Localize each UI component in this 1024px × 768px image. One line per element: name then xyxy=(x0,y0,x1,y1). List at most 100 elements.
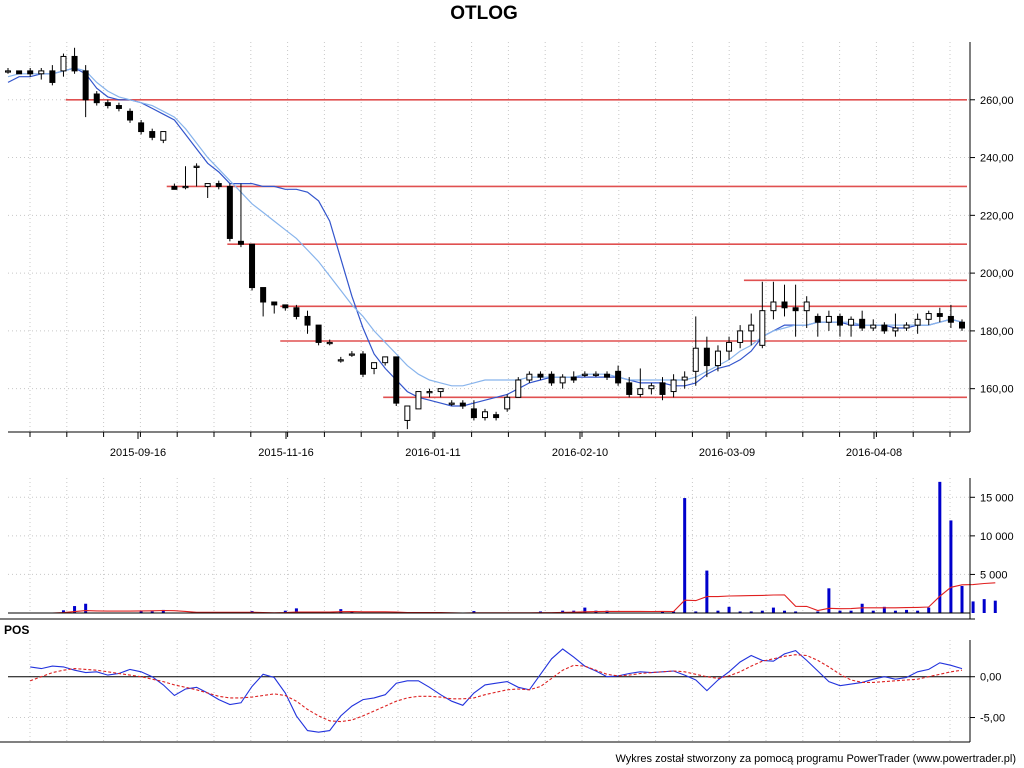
candle-body xyxy=(592,373,599,376)
volume-y-tick-labels: 5 000 10 000 15 000 xyxy=(980,492,1014,581)
volume-bar xyxy=(916,610,920,613)
volume-bar xyxy=(294,608,298,613)
candle-body xyxy=(637,388,644,395)
volume-bar xyxy=(960,586,964,613)
candle-body xyxy=(93,93,100,104)
volume-bar xyxy=(694,611,698,613)
y-tick-label: 180,00 xyxy=(980,326,1014,338)
volume-bar xyxy=(749,611,753,613)
candle-body xyxy=(382,356,389,364)
candle-body xyxy=(659,382,666,395)
candle-body xyxy=(759,310,766,346)
volume-bar xyxy=(938,481,942,613)
volume-bar xyxy=(816,611,820,613)
candle-body xyxy=(371,362,378,369)
volume-bar xyxy=(871,610,875,613)
candle-body xyxy=(393,356,400,404)
candle-body xyxy=(282,304,289,309)
volume-average-line xyxy=(8,582,996,614)
volume-average xyxy=(8,582,996,614)
volume-bar xyxy=(683,498,687,613)
candle-body xyxy=(271,301,278,306)
candle-body xyxy=(226,185,233,239)
pos-panel: POS -5,00 0,00 xyxy=(0,623,1005,743)
candle-body xyxy=(936,313,943,317)
y-tick-label: 10 000 xyxy=(980,531,1014,543)
candle-body xyxy=(16,70,23,75)
price-grid xyxy=(8,42,970,432)
volume-bar xyxy=(727,606,731,613)
candle-body xyxy=(537,373,544,378)
candle-body xyxy=(71,55,78,72)
candle-body xyxy=(115,105,122,109)
candle-body xyxy=(359,353,366,375)
candle-body xyxy=(482,411,488,419)
candle-body xyxy=(470,408,477,419)
volume-bar xyxy=(161,609,165,613)
candle-body xyxy=(337,359,344,362)
candle-body xyxy=(792,307,799,312)
candle-body xyxy=(947,315,954,323)
candle-body xyxy=(237,240,244,245)
candle-body xyxy=(49,70,56,83)
price-axis xyxy=(8,42,975,439)
candle-body xyxy=(304,315,311,326)
price-panel: 160,00 180,00 200,00 220,00 240,00 260,0… xyxy=(5,42,1014,459)
candle-body xyxy=(149,131,156,138)
volume-bar xyxy=(672,611,676,613)
volume-grid xyxy=(8,478,970,613)
y-tick-label: 5 000 xyxy=(980,569,1008,581)
candle-body xyxy=(903,324,910,329)
candle-body xyxy=(515,379,522,398)
volume-bar xyxy=(339,609,343,613)
pos-lines xyxy=(30,648,963,733)
y-tick-label: 200,00 xyxy=(980,268,1014,280)
price-y-tick-labels: 160,00 180,00 200,00 220,00 240,00 260,0… xyxy=(980,95,1014,396)
volume-bar xyxy=(283,610,287,613)
volume-bar xyxy=(716,610,720,613)
candle-body xyxy=(193,165,200,168)
candle-body xyxy=(670,379,677,393)
volume-bar xyxy=(150,611,154,613)
candle-body xyxy=(182,185,189,189)
moving-average-line xyxy=(7,67,963,407)
y-tick-label: 0,00 xyxy=(980,672,1001,684)
pos-line xyxy=(30,654,963,723)
candle-body xyxy=(526,373,533,381)
candle-body xyxy=(615,370,622,384)
x-tick-label: 2016-03-09 xyxy=(699,447,755,459)
candle-body xyxy=(82,70,89,101)
volume-bars xyxy=(61,481,997,613)
candle-body xyxy=(870,324,877,329)
candle-body xyxy=(892,327,899,332)
candle-body xyxy=(38,70,45,75)
y-tick-label: 160,00 xyxy=(980,384,1014,396)
volume-bar xyxy=(705,570,709,613)
volume-bar xyxy=(738,611,742,613)
candle-body xyxy=(127,110,134,121)
candle-body xyxy=(415,391,422,410)
candle-body xyxy=(959,321,965,329)
candle-body xyxy=(648,385,655,390)
candle-body xyxy=(848,318,855,326)
pos-axis xyxy=(0,640,975,743)
candle-body xyxy=(748,324,755,332)
y-tick-label: 260,00 xyxy=(980,95,1014,107)
candle-body xyxy=(737,330,744,343)
candle-body xyxy=(104,102,111,107)
volume-bar xyxy=(84,603,88,613)
footer-credit: Wykres został stworzony za pomocą progra… xyxy=(615,753,1016,765)
date-tick-labels: 2015-09-16 2015-11-16 2016-01-11 2016-02… xyxy=(110,447,902,459)
y-tick-label: -5,00 xyxy=(980,713,1005,725)
volume-bar xyxy=(760,610,764,613)
volume-axis xyxy=(0,478,975,620)
candle-body xyxy=(437,388,444,393)
candle-body xyxy=(703,347,710,367)
x-tick-label: 2015-09-16 xyxy=(110,447,166,459)
volume-bar xyxy=(905,609,909,613)
candle-body xyxy=(604,373,611,378)
candle-body xyxy=(404,405,411,421)
volume-panel: 5 000 10 000 15 000 xyxy=(0,478,1014,620)
volume-bar xyxy=(882,606,886,613)
